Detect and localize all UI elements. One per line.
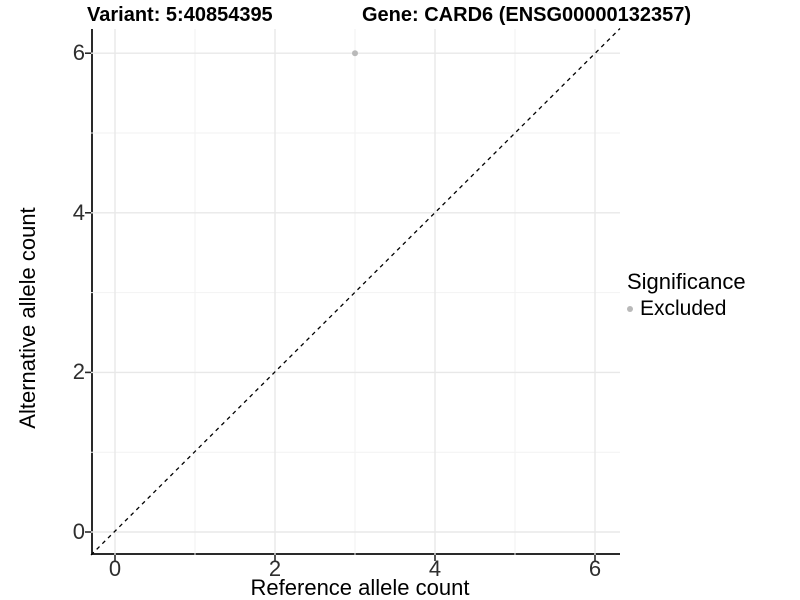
y-tick-label: 4 [72, 199, 85, 225]
plot-title-variant: Variant: 5:40854395 [87, 4, 273, 26]
y-tick-label: 6 [72, 40, 85, 66]
legend: Significance Excluded [627, 269, 746, 321]
y-tick-label: 0 [72, 519, 85, 544]
x-tick-label: 2 [268, 556, 282, 581]
excluded-point-icon [627, 306, 633, 312]
y-axis-title: Alternative allele count [15, 207, 40, 429]
legend-item-excluded: Excluded [627, 297, 746, 321]
legend-title: Significance [627, 269, 746, 294]
x-tick-label: 6 [588, 556, 602, 581]
x-tick-label: 0 [108, 556, 122, 581]
y-tick-label: 2 [72, 359, 85, 385]
legend-item-label: Excluded [640, 297, 727, 320]
x-tick-label: 4 [428, 556, 442, 581]
data-point [352, 50, 358, 57]
plot-title-gene: Gene: CARD6 (ENSG00000132357) [362, 4, 692, 26]
x-axis-title: Reference allele count [250, 575, 470, 600]
